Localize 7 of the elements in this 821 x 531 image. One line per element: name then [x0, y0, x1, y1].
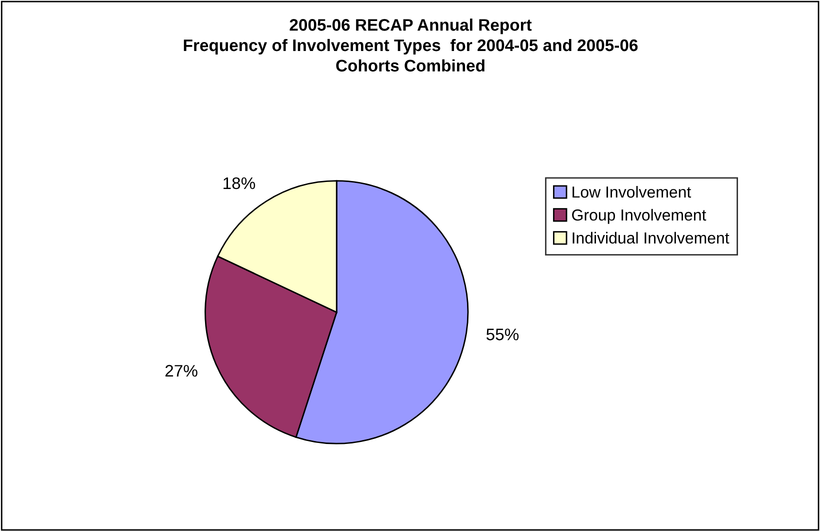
data-label: 27%: [165, 364, 198, 377]
data-label: 55%: [486, 328, 519, 340]
legend-label: Low Involvement: [572, 186, 692, 198]
data-label: 18%: [224, 177, 256, 190]
legend-label: Group Involvement: [572, 208, 706, 224]
chart-title: 2005-06 RECAP Annual Report Frequency of Involvement Types for 2004-05 and 2005-06 Cohorts Combined: [184, 18, 638, 72]
legend-label: Individual Involvement: [572, 232, 730, 244]
